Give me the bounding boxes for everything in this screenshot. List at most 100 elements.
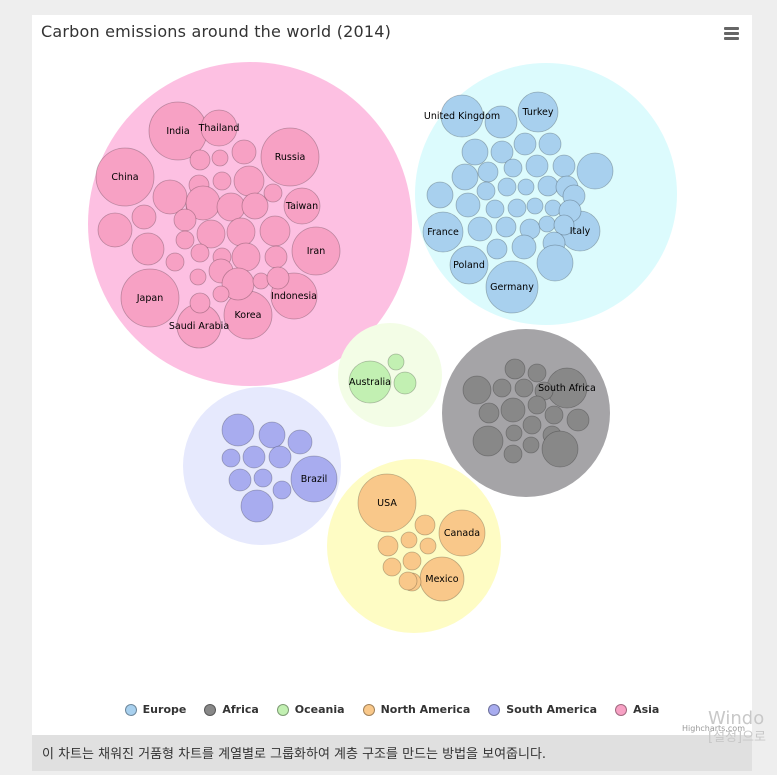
bubble-europe-14[interactable] [477, 161, 499, 183]
bubble-asia-11[interactable] [231, 139, 257, 165]
bubble-europe-33[interactable] [538, 215, 556, 233]
bubble-asia-13[interactable] [211, 149, 229, 167]
bubble-africa-5[interactable] [514, 378, 534, 398]
bubble-north-america-3[interactable] [414, 514, 436, 536]
bubble-asia-38[interactable] [252, 272, 270, 290]
bubble-asia-16[interactable] [233, 165, 265, 197]
bubble-asia-28[interactable] [131, 232, 165, 266]
bubble-asia-26[interactable] [226, 217, 256, 247]
bubble-china[interactable] [95, 147, 155, 207]
legend-item-asia[interactable]: Asia [615, 703, 659, 716]
credits-link[interactable]: Highcharts.com [682, 724, 745, 733]
bubble-thailand[interactable] [200, 109, 238, 147]
bubble-poland[interactable] [449, 245, 489, 285]
bubble-europe-11[interactable] [576, 152, 614, 190]
bubble-asia-17[interactable] [212, 171, 232, 191]
bubble-north-america-4[interactable] [377, 535, 399, 557]
bubble-asia-30[interactable] [190, 243, 210, 263]
bubble-south-america-10[interactable] [240, 489, 274, 523]
bubble-europe-36[interactable] [511, 234, 537, 260]
bubble-iran[interactable] [291, 226, 341, 276]
bubble-europe-26[interactable] [507, 198, 527, 218]
bubble-south-america-1[interactable] [221, 413, 255, 447]
hamburger-menu-icon[interactable] [722, 25, 742, 43]
bubble-south-america-6[interactable] [268, 445, 292, 469]
bubble-africa-9[interactable] [527, 395, 547, 415]
bubble-africa-2[interactable] [504, 358, 526, 380]
bubble-canada[interactable] [438, 509, 486, 557]
bubble-asia-20[interactable] [97, 212, 133, 248]
bubble-europe-31[interactable] [495, 216, 517, 238]
bubble-japan[interactable] [120, 268, 180, 328]
bubble-turkey[interactable] [517, 91, 559, 133]
bubble-europe-13[interactable] [451, 163, 479, 191]
bubble-europe-8[interactable] [490, 140, 514, 164]
legend-item-oceania[interactable]: Oceania [276, 703, 345, 716]
bubble-south-america-5[interactable] [242, 445, 266, 469]
bubble-europe-18[interactable] [476, 181, 496, 201]
bubble-africa-7[interactable] [478, 402, 500, 424]
bubble-europe-16[interactable] [525, 154, 549, 178]
bubble-africa-12[interactable] [472, 425, 504, 457]
bubble-south-america-7[interactable] [228, 468, 252, 492]
bubble-north-america-5[interactable] [400, 531, 418, 549]
bubble-europe-19[interactable] [497, 177, 517, 197]
legend-item-south-america[interactable]: South America [488, 703, 597, 716]
bubble-australia[interactable] [348, 360, 392, 404]
bubble-brazil[interactable] [290, 455, 338, 503]
bubble-africa-18[interactable] [541, 430, 579, 468]
bubble-asia-29[interactable] [175, 230, 195, 250]
bubble-asia-10[interactable] [189, 149, 211, 171]
bubble-asia-34[interactable] [165, 252, 185, 272]
bubble-africa-8[interactable] [500, 397, 526, 423]
bubble-south-america-3[interactable] [287, 429, 313, 455]
bubble-africa-10[interactable] [544, 405, 564, 425]
bubble-asia-27[interactable] [259, 215, 291, 247]
legend-item-africa[interactable]: Africa [204, 703, 259, 716]
bubble-asia-33[interactable] [264, 245, 288, 269]
legend-item-europe[interactable]: Europe [124, 703, 186, 716]
bubble-germany[interactable] [485, 260, 539, 314]
bubble-europe-24[interactable] [455, 192, 481, 218]
bubble-france[interactable] [422, 211, 464, 253]
bubble-asia-32[interactable] [231, 242, 261, 272]
bubble-africa-3[interactable] [527, 363, 547, 383]
bubble-asia-25[interactable] [196, 219, 226, 249]
bubble-russia[interactable] [260, 127, 320, 187]
bubble-north-america-7[interactable] [382, 557, 402, 577]
bubble-europe-30[interactable] [467, 216, 493, 242]
bubble-asia-41[interactable] [212, 285, 230, 303]
bubble-usa[interactable] [357, 473, 417, 533]
bubble-europe-34[interactable] [553, 214, 575, 236]
bubble-europe-28[interactable] [544, 199, 562, 217]
bubble-asia-23[interactable] [241, 192, 269, 220]
bubble-europe-10[interactable] [538, 132, 562, 156]
bubble-africa-14[interactable] [522, 415, 542, 435]
bubble-africa-1[interactable] [462, 375, 492, 405]
bubble-europe-6[interactable] [484, 105, 518, 139]
bubble-europe-17[interactable] [552, 154, 576, 178]
bubble-europe-21[interactable] [537, 175, 559, 197]
bubble-europe-15[interactable] [503, 158, 523, 178]
bubble-oceania-1[interactable] [387, 353, 405, 371]
bubble-africa-16[interactable] [522, 436, 540, 454]
bubble-south-america-2[interactable] [258, 421, 286, 449]
bubble-africa-4[interactable] [492, 378, 512, 398]
bubble-europe-25[interactable] [485, 199, 505, 219]
bubble-africa-13[interactable] [505, 424, 523, 442]
bubble-europe-27[interactable] [526, 197, 544, 215]
bubble-north-america-8[interactable] [402, 551, 422, 571]
bubble-north-america-6[interactable] [419, 537, 437, 555]
bubble-asia-18[interactable] [263, 183, 283, 203]
bubble-europe-35[interactable] [486, 238, 508, 260]
bubble-north-america-10[interactable] [398, 571, 418, 591]
bubble-asia-35[interactable] [189, 268, 207, 286]
legend-item-north-america[interactable]: North America [362, 703, 470, 716]
bubble-europe-7[interactable] [461, 138, 489, 166]
bubble-europe-20[interactable] [517, 178, 535, 196]
bubble-africa-17[interactable] [503, 444, 523, 464]
bubble-united-kingdom[interactable] [440, 94, 484, 138]
bubble-asia-40[interactable] [189, 292, 211, 314]
bubble-oceania-2[interactable] [393, 371, 417, 395]
bubble-asia-22[interactable] [216, 192, 246, 222]
